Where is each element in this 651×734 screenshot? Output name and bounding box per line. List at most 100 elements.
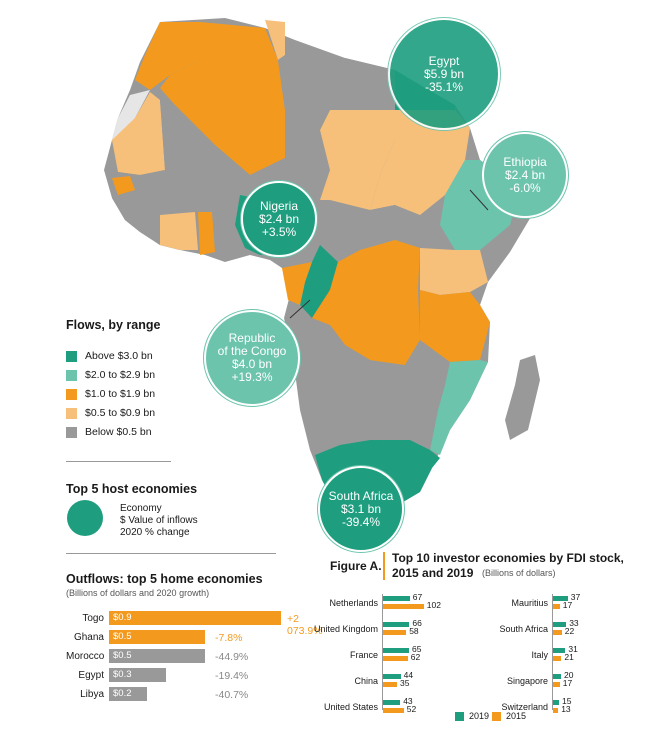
figure-a-label: Figure A. [330, 559, 382, 573]
outflow-economy: Ghana [73, 632, 104, 643]
bubble-egypt: Egypt $5.9 bn -35.1% [388, 18, 500, 130]
figure-a-title-line2: 2015 and 2019 [392, 566, 474, 580]
region-senegal [112, 176, 135, 195]
outflow-growth: +2 073.9% [287, 613, 323, 637]
region-tunisia [265, 20, 285, 60]
bar-2019 [553, 700, 559, 705]
chart-legend-2019: 2019 [455, 711, 489, 721]
outflow-row: Libya $0.2 -40.7% [66, 687, 276, 703]
bar-2015 [553, 656, 562, 661]
region-cote-divoire [160, 212, 198, 250]
outflow-value-label: $0.3 [113, 669, 132, 680]
investor-label: Netherlands [329, 598, 378, 608]
bubble-egypt-name: Egypt [428, 53, 460, 68]
bar-value-label: 44 [403, 670, 414, 680]
outflow-bar: $0.5 [109, 649, 205, 663]
bar-value-label: 43 [403, 696, 413, 706]
flows-legend-item: $0.5 to $0.9 bn [66, 407, 155, 419]
economy-key-line: 2020 % change [120, 527, 190, 538]
outflow-economy: Egypt [78, 670, 104, 681]
investor-label: Singapore [506, 676, 548, 686]
legend-swatch-2015 [492, 711, 501, 721]
outflow-row: Togo $0.9 +2 073.9% [66, 611, 323, 637]
bar-value-label: 52 [406, 704, 417, 714]
economy-key-text: Economy $ Value of inflows 2020 % change [120, 503, 198, 539]
outflow-value-label: $0.2 [113, 688, 132, 699]
flows-legend-label: $0.5 to $0.9 bn [85, 407, 156, 419]
bar-value-label: 102 [426, 600, 441, 610]
bar-2019 [383, 648, 409, 653]
swatch-above-3 [66, 350, 77, 362]
region-southern [310, 340, 445, 450]
investor-label: United Kingdom [313, 624, 378, 634]
region-madagascar [505, 355, 540, 440]
bar-value-label: 17 [562, 600, 573, 610]
bar-2015 [553, 682, 560, 687]
bubble-nigeria-value: $2.4 bn [258, 211, 300, 226]
bar-2019 [383, 596, 410, 601]
bubble-south-africa-change: -39.4% [341, 514, 381, 529]
economy-key-line: $ Value of inflows [120, 515, 198, 526]
bar-2015 [553, 630, 562, 635]
region-car [320, 200, 395, 250]
bubble-congo-value: $4.0 bn [231, 357, 273, 371]
region-mauritania [112, 92, 165, 175]
economy-key-line: Economy [120, 503, 162, 514]
flows-legend-item: $2.0 to $2.9 bn [66, 369, 155, 381]
bubble-nigeria-name: Nigeria [259, 198, 298, 213]
bar-value-label: 33 [569, 618, 579, 628]
bubble-south-africa: South Africa $3.1 bn -39.4% [318, 466, 404, 552]
legend-label-2015: 2015 [506, 711, 527, 721]
flows-legend-label: $2.0 to $2.9 bn [85, 369, 156, 381]
bar-value-label: 13 [561, 704, 571, 714]
swatch-2-to-3 [66, 369, 77, 381]
bar-2015 [383, 630, 407, 635]
outflow-bar: $0.5 [109, 630, 205, 644]
outflow-row: Egypt $0.3 -19.4% [66, 668, 276, 684]
bar-value-label: 65 [412, 644, 422, 654]
bar-2019 [383, 674, 401, 679]
bubble-south-africa-name: South Africa [328, 488, 394, 503]
region-tanzania [420, 290, 490, 362]
region-morocco [135, 22, 200, 90]
bubble-ethiopia-name: Ethiopia [503, 154, 547, 169]
economy-key-circle [67, 500, 103, 536]
flows-legend-label: Above $3.0 bn [85, 350, 153, 362]
bubble-ethiopia: Ethiopia $2.4 bn -6.0% [482, 132, 568, 218]
region-east-africa [420, 248, 488, 295]
outflow-row: Ghana $0.5 -7.8% [66, 630, 276, 646]
region-western-sahara [112, 90, 150, 140]
bar-value-label: 37 [570, 592, 581, 602]
region-mali [160, 100, 250, 200]
bar-2019 [553, 596, 568, 601]
region-drc [312, 240, 420, 365]
outflow-row: Morocco $0.5 -44.9% [66, 649, 276, 665]
investor-label: China [354, 676, 378, 686]
bar-value-label: 22 [564, 626, 575, 636]
axis-line [382, 594, 383, 710]
bubble-nigeria-change: +3.5% [261, 224, 297, 239]
bubble-congo-change: +19.3% [231, 370, 273, 384]
outflow-bar: $0.9 [109, 611, 281, 625]
bubble-congo-name1: Republic [228, 331, 276, 345]
investor-label: Italy [531, 650, 548, 660]
region-ghana [198, 212, 215, 255]
bar-value-label: 17 [562, 678, 573, 688]
flows-legend-title: Flows, by range [66, 318, 161, 332]
bar-2019 [383, 700, 401, 705]
outflow-value-label: $0.5 [113, 631, 132, 642]
region-angola [296, 325, 370, 400]
divider [66, 461, 171, 462]
outflow-bar: $0.3 [109, 668, 167, 682]
bubble-egypt-change: -35.1% [424, 79, 464, 94]
region-libya [278, 55, 395, 158]
bar-value-label: 66 [412, 618, 422, 628]
swatch-1-to-2 [66, 388, 77, 400]
outflow-bar: $0.2 [109, 687, 148, 701]
figure-a-title-line1: Top 10 investor economies by FDI stock, [392, 551, 624, 565]
region-congo-rep [300, 245, 338, 318]
outflows-title: Outflows: top 5 home economies [66, 572, 263, 586]
bar-value-label: 67 [412, 592, 423, 602]
bar-2019 [383, 622, 410, 627]
